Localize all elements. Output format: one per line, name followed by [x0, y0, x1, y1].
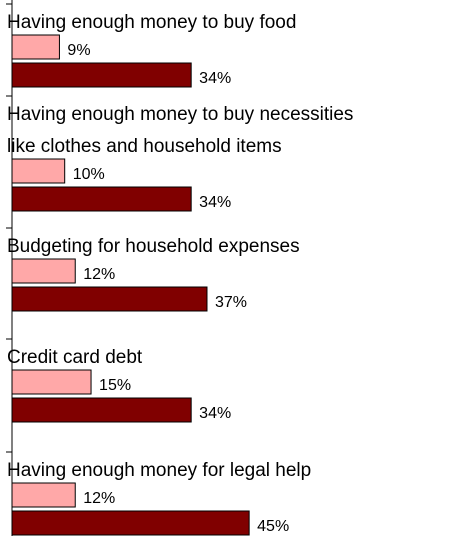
label-layer: Having enough money to buy food 9% 34% Havi…: [7, 12, 353, 535]
category-label: Having enough money to buy necessities: [7, 104, 353, 125]
bar: [11, 397, 192, 423]
bar: [11, 186, 192, 212]
data-label: 37%: [215, 294, 247, 311]
bar: [11, 482, 76, 508]
data-label: 45%: [257, 518, 289, 535]
data-label: 34%: [199, 194, 231, 211]
category-label: Having enough money for legal help: [7, 460, 311, 481]
bar: [11, 369, 92, 395]
bar-layer: [11, 34, 250, 536]
bar: [11, 34, 60, 60]
category-label: Credit card debt: [7, 347, 143, 368]
category-label: Budgeting for household expenses: [7, 236, 300, 257]
bar: [11, 510, 250, 536]
category-label: Having enough money to buy food: [7, 12, 296, 33]
data-label: 12%: [83, 490, 115, 507]
data-label: 34%: [199, 70, 231, 87]
bar: [11, 286, 208, 312]
data-label: 15%: [99, 377, 131, 394]
data-label: 9%: [67, 42, 90, 59]
bar: [11, 158, 66, 184]
bar: [11, 258, 76, 284]
data-label: 34%: [199, 405, 231, 422]
category-label: like clothes and household items: [7, 136, 282, 157]
axis-layer: [6, 0, 13, 536]
bar: [11, 62, 192, 88]
data-label: 10%: [73, 166, 105, 183]
data-label: 12%: [83, 266, 115, 283]
